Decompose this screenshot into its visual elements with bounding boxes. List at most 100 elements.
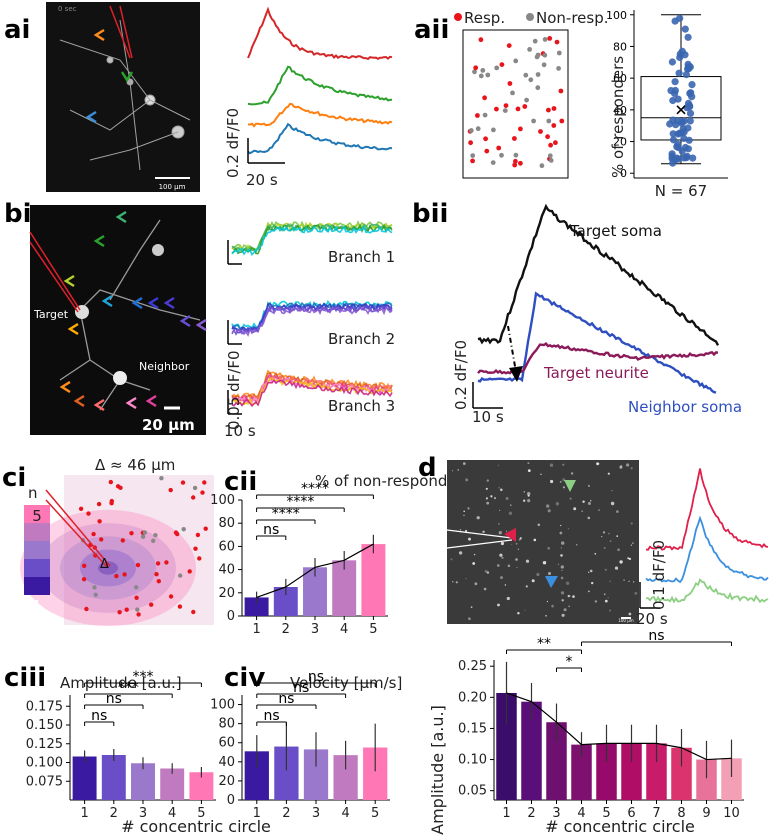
aii-point (681, 25, 689, 33)
d-speckle-dot (515, 542, 518, 545)
chart-civ-ytick-label: 40 (218, 755, 235, 770)
d-speckle-dot (569, 497, 572, 500)
aii-point (671, 86, 680, 95)
ci-resp-dot (84, 606, 89, 612)
nonresp-dot (542, 37, 548, 42)
d-speckle-dot (545, 615, 547, 617)
resp-dot (470, 158, 475, 164)
chart-cii-bar-5 (361, 544, 386, 616)
d-speckle-dot (498, 523, 500, 525)
ci-resp-dot (124, 607, 129, 612)
bi-arrowhead-9 (179, 314, 191, 328)
ci-resp-dot (202, 480, 207, 485)
d-speckle-dot (507, 564, 511, 568)
chart-d-xtick-label: 10 (723, 806, 740, 821)
ci-legend-swatch-3 (24, 541, 50, 559)
resp-dot (548, 142, 553, 148)
aii-legend-resp-dot (454, 13, 462, 21)
d-speckle-dot (608, 532, 610, 535)
nonresp-dot (532, 38, 538, 44)
d-speckle-dot (602, 531, 606, 534)
bi-arrowhead-11 (59, 380, 71, 394)
chart-d-bar-10 (721, 758, 742, 800)
chart-d-bar-1 (496, 692, 517, 800)
aii-point (668, 58, 677, 66)
resp-dot (545, 134, 550, 140)
d-speckle-dot (609, 580, 612, 583)
chart-d-ytick-label: 0.15 (458, 721, 487, 736)
aii-point (674, 140, 682, 148)
d-speckle-dot (563, 608, 567, 612)
chart-cii-sig-label: **** (286, 494, 314, 510)
d-speckle-dot (506, 596, 510, 601)
aii-tick-label: 0 (620, 167, 627, 180)
chart-d-xtick-label: 9 (702, 806, 710, 821)
d-speckle-dot (527, 492, 531, 496)
chart-ciii-ytick-label: 0.150 (26, 718, 63, 733)
bi-micrograph (30, 205, 206, 435)
d-speckle-dot (561, 613, 565, 617)
d-speckle-dot (570, 472, 574, 475)
ci-legend-swatch-4 (24, 523, 50, 541)
chart-civ-xtick-label: 3 (312, 806, 320, 821)
d-speckle-dot (486, 501, 490, 505)
ci-nonresp-dot (93, 592, 98, 597)
chart-cii-sig-label: **** (272, 506, 300, 522)
aii-point (681, 51, 689, 59)
d-speckle-dot (527, 494, 530, 497)
nonresp-dot (472, 69, 477, 75)
d-speckle-dot (628, 580, 630, 583)
chart-d-bar-7 (646, 743, 667, 800)
ci-legend-bottom: 1 (32, 597, 42, 615)
ai-traces (247, 6, 393, 155)
ai-timestamp: 0 sec (58, 5, 77, 13)
label-cii: cii (224, 467, 257, 497)
d-speckle-dot (470, 606, 473, 608)
d-speckle-dot (617, 548, 620, 551)
ai-trace-1 (247, 6, 393, 61)
chart-d-sig-label: ns (648, 628, 664, 644)
chart-civ-sig-label: ns (278, 691, 294, 707)
d-speckle-dot (536, 572, 540, 577)
d-chart: 0.050.100.150.200.251 2 3 4 5 6 7 8 9 10***ns (458, 628, 744, 821)
ci-resp-dot (136, 612, 141, 617)
d-speckle-dot (609, 540, 612, 542)
bi-arrowhead-15 (145, 394, 157, 408)
d-speckle-dot (465, 529, 468, 533)
bi-arrowhead-1 (115, 210, 127, 224)
d-speckle-dot (527, 499, 531, 503)
ai-trace-3 (247, 102, 393, 128)
chart-d-ytick-label: 0.05 (458, 784, 487, 799)
ci-resp-dot (193, 546, 198, 551)
ci-resp-dot (109, 501, 114, 506)
ci-resp-dot (86, 511, 91, 516)
d-speckle-dot (560, 554, 563, 557)
chart-d-xtick-label: 8 (677, 806, 685, 821)
resp-dot (513, 158, 518, 164)
d-speckle-dot (511, 544, 513, 546)
d-speckle-dot (546, 600, 549, 603)
ci-resp-dot (180, 480, 186, 485)
ci-legend-swatch-2 (24, 559, 50, 577)
d-speckle-dot (601, 536, 603, 538)
d-speckle-dot (497, 464, 500, 466)
d-speckle-dot (523, 499, 526, 502)
resp-dot (515, 106, 521, 112)
d-speckle (450, 462, 638, 620)
chart-d-xtick-label: 1 (502, 806, 510, 821)
bi-dendrites (59, 219, 201, 411)
d-speckle-dot (561, 569, 563, 571)
d-speckle-dot (550, 479, 554, 484)
resp-dot (473, 65, 479, 71)
ai-arrow-blue (85, 110, 97, 124)
d-pipette (446, 529, 513, 539)
d-speckle-dot (505, 497, 509, 500)
chart-d-bar-2 (521, 701, 542, 800)
chart-ciii-xtick-label: 1 (80, 806, 88, 821)
chart-cii-xtick-label: 5 (369, 622, 377, 637)
aii-point (679, 125, 687, 133)
d-trace-3 (645, 578, 769, 604)
chart-d-bar-9 (696, 759, 717, 800)
d-speckle-dot (587, 484, 590, 487)
